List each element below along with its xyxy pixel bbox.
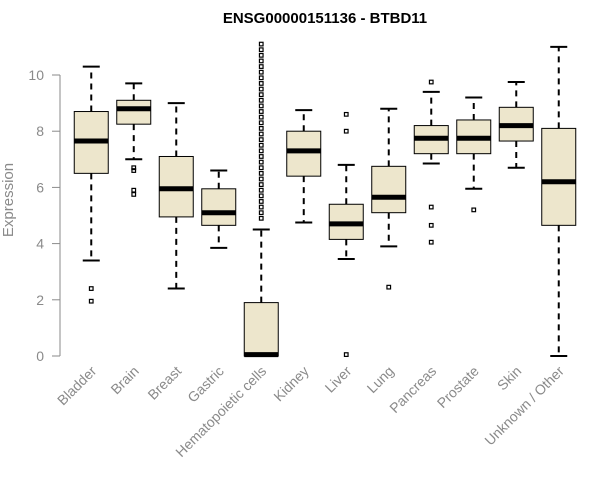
outlier-point xyxy=(131,192,137,197)
outlier-point xyxy=(428,239,434,245)
chart-title: ENSG00000151136 - BTBD11 xyxy=(223,10,427,27)
outlier-point xyxy=(258,142,264,148)
x-tick-label: Brain xyxy=(107,363,141,397)
outlier-point xyxy=(428,204,434,210)
outlier-point xyxy=(258,204,264,210)
outlier-point xyxy=(258,187,264,193)
outlier-point xyxy=(428,222,434,228)
outlier-point xyxy=(258,47,264,53)
outlier-point xyxy=(258,58,264,64)
box-unknown-other xyxy=(541,45,577,357)
box-prostate xyxy=(456,96,492,213)
outlier-point xyxy=(258,154,264,159)
outlier-point xyxy=(258,103,264,109)
outlier-point xyxy=(258,215,264,221)
iqr-box xyxy=(116,99,152,125)
x-tick-label: Liver xyxy=(322,363,355,396)
box-liver xyxy=(328,111,364,357)
outlier-point xyxy=(258,165,264,171)
outlier-point xyxy=(258,64,264,69)
outlier-point xyxy=(258,199,264,204)
x-tick-label: Pancreas xyxy=(386,363,439,416)
outlier-point xyxy=(258,109,264,114)
x-tick-label: Prostate xyxy=(434,363,482,411)
x-tick-label: Unknown / Other xyxy=(481,363,567,449)
outlier-point xyxy=(258,120,264,126)
outlier-point xyxy=(258,210,264,216)
box-brain xyxy=(116,82,152,197)
outlier-point xyxy=(258,41,264,47)
outlier-point xyxy=(258,97,264,103)
iqr-box xyxy=(541,127,577,226)
outlier-point xyxy=(258,52,264,58)
outlier-point xyxy=(258,92,264,98)
outlier-point xyxy=(258,182,264,187)
box-kidney xyxy=(286,109,322,224)
outlier-point xyxy=(258,137,264,143)
outlier-point xyxy=(343,128,349,134)
outlier-point xyxy=(258,193,264,199)
outlier-point xyxy=(131,187,137,193)
outlier-point xyxy=(131,168,137,173)
outlier-point xyxy=(343,352,349,357)
outlier-point xyxy=(258,148,264,154)
outlier-point xyxy=(88,298,94,304)
outlier-point xyxy=(258,125,264,131)
outlier-point xyxy=(471,207,477,213)
outlier-point xyxy=(258,170,264,176)
iqr-box xyxy=(371,165,407,214)
y-tick-label: 10 xyxy=(28,67,44,83)
box-gastric xyxy=(201,169,237,249)
box-hematopoietic-cells xyxy=(243,41,279,358)
outlier-point xyxy=(88,286,94,291)
outlier-point xyxy=(258,69,264,75)
y-tick-label: 2 xyxy=(36,292,44,308)
outlier-point xyxy=(258,86,264,92)
box-skin xyxy=(498,81,534,169)
y-axis: 0 2 4 6 8 10 xyxy=(28,67,61,364)
y-tick-label: 0 xyxy=(36,348,44,364)
outlier-point xyxy=(258,75,264,81)
outlier-point xyxy=(131,165,137,171)
outlier-point xyxy=(258,131,264,137)
outlier-point xyxy=(428,79,434,85)
x-tick-label: Kidney xyxy=(270,363,312,405)
outlier-point xyxy=(343,111,349,117)
box-lung xyxy=(371,107,407,290)
y-tick-label: 8 xyxy=(36,123,44,139)
outlier-point xyxy=(258,81,264,86)
x-tick-label: Bladder xyxy=(54,363,100,409)
x-tick-label: Breast xyxy=(144,363,184,403)
y-tick-label: 4 xyxy=(36,236,44,252)
outlier-point xyxy=(258,176,264,182)
boxes-group xyxy=(73,41,577,358)
box-bladder xyxy=(73,65,109,304)
iqr-box xyxy=(286,130,322,177)
box-pancreas xyxy=(413,79,449,245)
x-tick-label: Skin xyxy=(494,363,525,394)
box-breast xyxy=(158,102,194,290)
outlier-point xyxy=(258,159,264,165)
iqr-box xyxy=(243,302,279,357)
iqr-box xyxy=(201,188,237,226)
outlier-point xyxy=(258,114,264,120)
y-axis-label: Expression xyxy=(0,163,17,237)
y-tick-label: 6 xyxy=(36,179,44,195)
outlier-point xyxy=(386,284,392,290)
x-tick-label: Lung xyxy=(364,363,397,396)
